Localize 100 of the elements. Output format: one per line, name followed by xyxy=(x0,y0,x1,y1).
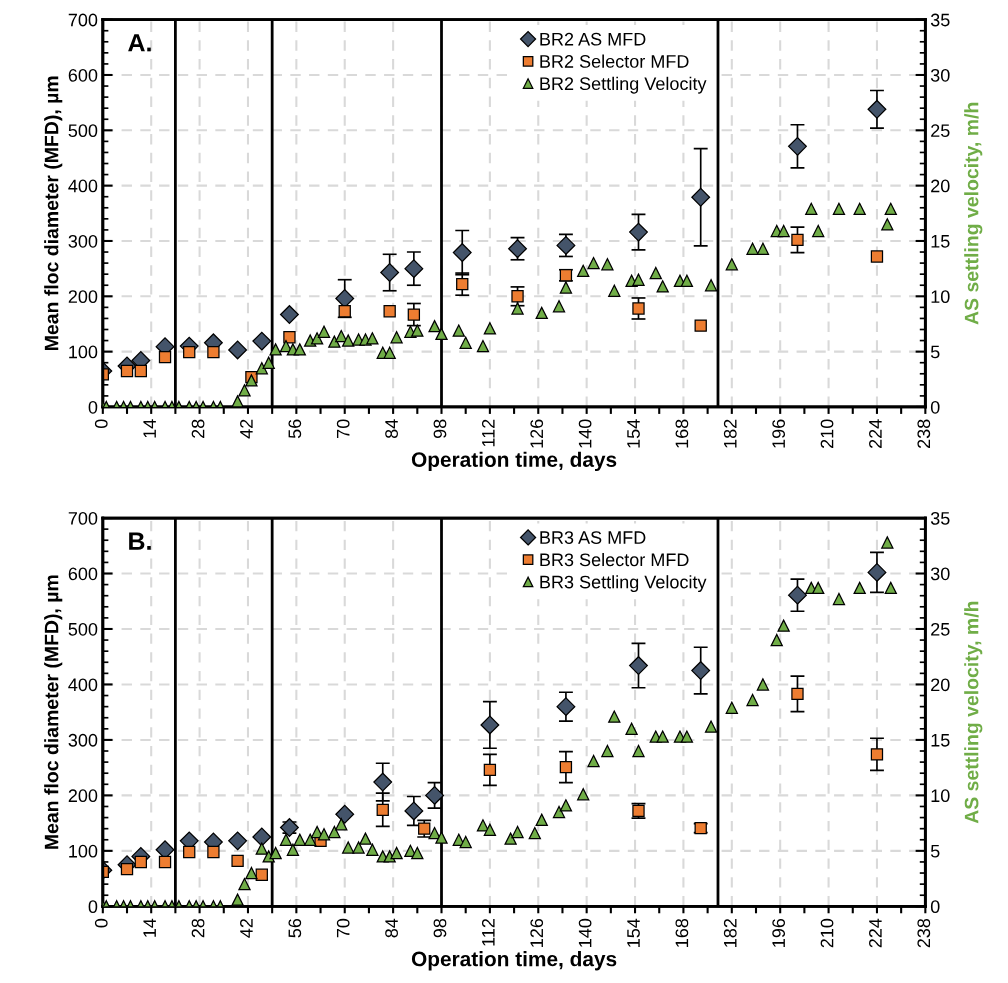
point xyxy=(231,854,244,868)
x-tick-label: 112 xyxy=(481,419,495,447)
legend-label: BR2 AS MFD xyxy=(540,32,646,46)
point xyxy=(629,656,648,676)
point xyxy=(252,331,272,351)
y-tick-label: 500 xyxy=(68,622,98,636)
point xyxy=(207,845,220,859)
point xyxy=(383,305,396,318)
point xyxy=(134,364,148,378)
y-tick-label: 400 xyxy=(68,678,98,692)
legend-label: BR2 Settling Velocity xyxy=(540,76,707,94)
y-tick-label: 400 xyxy=(68,179,98,193)
y2-axis-title: AS settling velocity, m/h xyxy=(964,601,983,824)
y-tick-label: 300 xyxy=(68,234,98,248)
x-tick-label: 224 xyxy=(869,419,882,448)
x-tick-label: 84 xyxy=(385,918,398,938)
point xyxy=(255,868,268,881)
point xyxy=(480,715,500,735)
point xyxy=(373,772,393,792)
point xyxy=(158,350,172,364)
y-tick-label: 700 xyxy=(68,511,98,525)
point xyxy=(228,831,248,851)
point xyxy=(629,222,648,242)
y2-tick-label: 25 xyxy=(931,622,950,636)
point xyxy=(691,187,711,207)
x-tick-label: 56 xyxy=(288,419,302,439)
point xyxy=(404,801,424,821)
point xyxy=(556,697,576,717)
y2-tick-label: 10 xyxy=(931,789,950,803)
point xyxy=(867,562,887,582)
point xyxy=(183,346,196,359)
point xyxy=(788,136,807,156)
point xyxy=(483,763,497,777)
x-tick-label: 182 xyxy=(723,919,737,947)
x-tick-label: 210 xyxy=(820,918,834,948)
x-tick-label: 112 xyxy=(481,919,495,946)
y2-tick-label: 30 xyxy=(930,567,950,581)
x-tick-label: 140 xyxy=(578,918,592,947)
point xyxy=(335,289,355,308)
point xyxy=(407,308,421,321)
x-tick-label: 210 xyxy=(820,419,834,448)
x-tick-label: 182 xyxy=(723,419,737,448)
point xyxy=(870,748,884,761)
point xyxy=(452,243,472,263)
point xyxy=(456,277,469,291)
x-tick-label: 238 xyxy=(917,918,931,948)
point xyxy=(335,804,355,824)
point xyxy=(632,302,645,315)
point xyxy=(691,661,711,681)
point xyxy=(338,305,351,318)
point xyxy=(380,263,400,282)
x-tick-label: 238 xyxy=(917,419,931,448)
y2-tick-label: 15 xyxy=(931,734,950,747)
point xyxy=(120,862,134,876)
x-axis-title: Operation time, days xyxy=(411,451,617,472)
y-tick-label: 700 xyxy=(68,13,98,27)
point xyxy=(279,305,299,325)
x-tick-label: 126 xyxy=(530,419,544,448)
x-tick-label: 98 xyxy=(433,419,447,438)
x-tick-label: 140 xyxy=(578,419,592,448)
y2-tick-label: 10 xyxy=(931,290,950,304)
x-tick-label: 56 xyxy=(288,918,302,938)
point xyxy=(788,585,807,605)
point xyxy=(791,233,804,247)
point xyxy=(559,760,573,774)
y-tick-label: 600 xyxy=(68,68,98,82)
y-axis-title: Mean floc diameter (MFD), µm xyxy=(44,575,63,849)
y2-tick-label: 15 xyxy=(931,235,950,248)
legend-label: BR3 AS MFD xyxy=(540,531,646,544)
y-tick-label: 200 xyxy=(68,290,98,304)
point xyxy=(791,687,804,701)
y2-tick-label: 0 xyxy=(930,400,940,414)
point xyxy=(252,827,272,847)
legend-label: BR2 Selector MFD xyxy=(540,54,689,68)
x-tick-label: 224 xyxy=(869,918,882,948)
x-tick-label: 98 xyxy=(433,918,447,938)
chart-title: B. xyxy=(129,532,151,550)
point xyxy=(283,331,296,344)
chart-title: A. xyxy=(128,34,151,52)
y-tick-label: 200 xyxy=(68,789,98,803)
point xyxy=(511,290,524,303)
y-tick-label: 100 xyxy=(69,844,98,858)
point xyxy=(134,855,148,869)
y2-tick-label: 5 xyxy=(930,844,940,858)
y2-tick-label: 35 xyxy=(930,13,950,27)
y-tick-label: 600 xyxy=(68,567,98,581)
x-tick-label: 14 xyxy=(143,918,156,937)
x-tick-label: 154 xyxy=(627,419,640,448)
y-tick-label: 0 xyxy=(88,400,98,414)
y-tick-label: 100 xyxy=(69,345,98,359)
point xyxy=(867,99,887,119)
x-tick-label: 196 xyxy=(772,419,786,448)
x-tick-label: 70 xyxy=(336,419,350,438)
y2-tick-label: 25 xyxy=(931,124,950,138)
point xyxy=(183,845,196,859)
y-tick-label: 300 xyxy=(68,733,98,747)
x-tick-label: 28 xyxy=(191,419,205,438)
y-axis-title: Mean floc diameter (MFD), µm xyxy=(44,76,63,350)
point xyxy=(404,259,424,279)
x-tick-label: 84 xyxy=(385,419,398,439)
